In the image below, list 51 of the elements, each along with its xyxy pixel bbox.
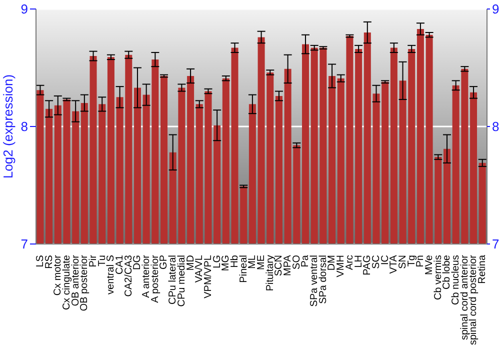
- x-tick-label: Pituitary: [264, 255, 276, 292]
- x-tick-label: Tu: [96, 255, 108, 266]
- x-tick-label: Arc: [344, 255, 356, 270]
- x-tick-label: Pa: [300, 254, 312, 268]
- x-tick-label: ML: [247, 254, 258, 269]
- x-tick-label: CA2/CA3: [123, 254, 134, 297]
- x-tick-label: CPu medial: [176, 255, 188, 307]
- x-tick-label: LS: [34, 254, 46, 268]
- x-tick-label: Pn: [415, 255, 426, 268]
- x-tick-label: DG: [132, 254, 144, 270]
- x-tick-label: spinal cord anterior: [459, 254, 470, 340]
- x-tick-label: Retina: [477, 254, 488, 284]
- x-tick-label: IC: [380, 255, 391, 265]
- x-tick-label: SO: [291, 254, 302, 270]
- x-tick-label: Cx cingulate: [61, 254, 72, 310]
- x-tick-label: ME: [256, 254, 267, 270]
- x-tick-label: ventral S: [106, 254, 117, 294]
- y2-tick-label: 7: [492, 236, 500, 252]
- x-tick-label: MPA: [282, 254, 294, 276]
- x-tick-label: PAG: [362, 254, 374, 276]
- y-axis-title: Log2 (expression): [0, 74, 16, 179]
- x-tick-label: VTA: [388, 254, 400, 274]
- y-tick-label: 9: [20, 2, 28, 17]
- y-tick-label: 8: [20, 119, 28, 134]
- x-tick-label: Cb nucleus: [450, 255, 462, 306]
- x-tick-label: SPa dorsal: [318, 255, 329, 304]
- x-tick-label: GP: [158, 254, 170, 270]
- x-tick-label: VMH: [336, 255, 347, 278]
- x-tick-label: A anterior: [141, 254, 152, 298]
- x-tick-label: SC: [370, 255, 382, 269]
- x-tick-label: Cb lobe: [442, 254, 453, 290]
- x-tick-label: Hb: [229, 254, 240, 268]
- x-tick-label: OB anterior: [70, 254, 82, 306]
- x-tick-label: VPM/VPL: [202, 254, 214, 298]
- x-tick-label: SCN: [274, 255, 285, 276]
- y-tick-label: 7: [20, 236, 28, 252]
- x-tick-label: OB posterior: [79, 254, 90, 312]
- y2-tick-label: 8: [492, 119, 500, 134]
- x-tick-label: LH: [353, 255, 364, 268]
- x-tick-label: DM: [326, 255, 338, 271]
- x-tick-label: A posterior: [150, 254, 161, 303]
- x-tick-label: Tg: [406, 255, 418, 267]
- x-tick-label: CA1: [114, 254, 126, 274]
- x-tick-label: RS: [44, 254, 55, 269]
- x-tick-label: MVe: [424, 254, 436, 276]
- y2-tick-label: 9: [492, 2, 500, 17]
- x-tick-label: Pineal: [238, 255, 250, 283]
- x-tick-label: spinal cord posterior: [468, 254, 480, 346]
- x-tick-label: LG: [212, 254, 223, 268]
- x-tick-label: Pir: [88, 254, 99, 268]
- x-tick-label: SN: [397, 255, 408, 269]
